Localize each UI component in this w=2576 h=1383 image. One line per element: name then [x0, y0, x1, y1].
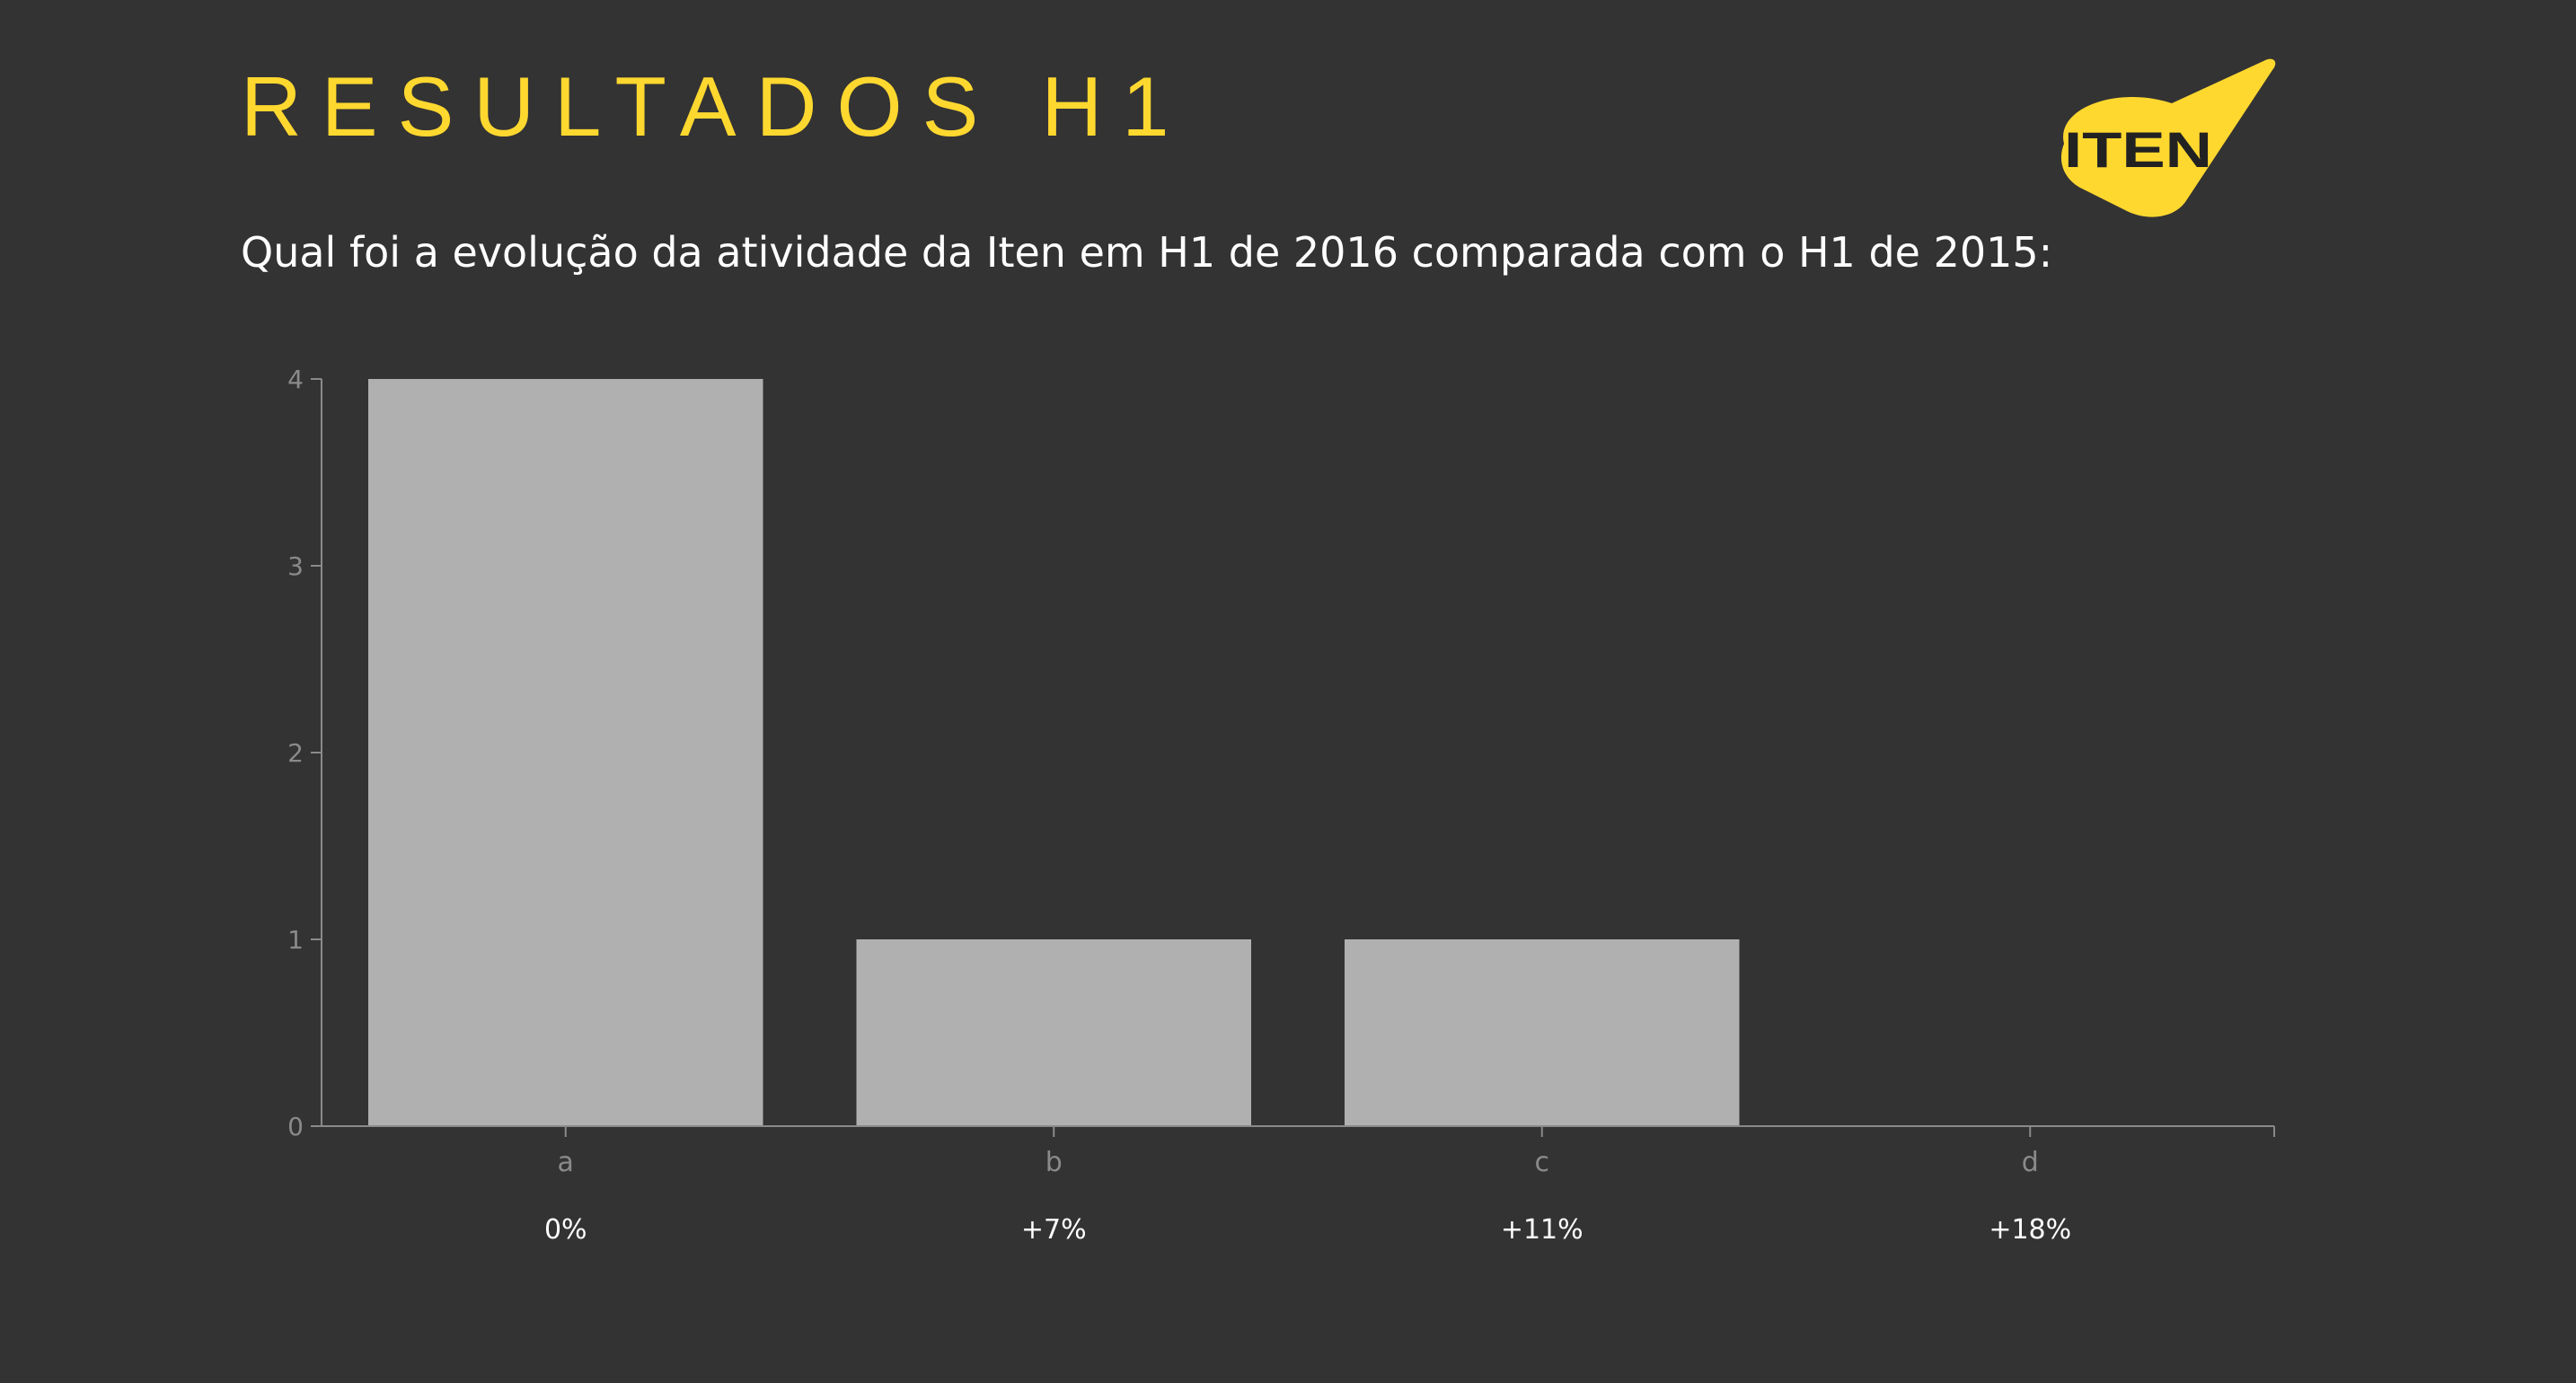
- question-text: Qual foi a evolução da atividade da Iten…: [241, 228, 2053, 277]
- x-tick-label-d: d: [2022, 1147, 2039, 1178]
- option-label-c: +11%: [1500, 1214, 1584, 1246]
- logo-text: ITEN: [2064, 121, 2212, 178]
- logo-shape: [2060, 58, 2276, 217]
- option-label-d: +18%: [1989, 1214, 2072, 1246]
- x-tick-label-c: c: [1535, 1147, 1550, 1178]
- y-tick-label-3: 3: [287, 551, 304, 581]
- page-title: RESULTADOS H1: [241, 59, 1189, 154]
- y-tick-label-1: 1: [287, 925, 304, 955]
- y-tick-label-4: 4: [287, 365, 304, 394]
- x-tick-label-a: a: [558, 1147, 574, 1178]
- bar-c: [1345, 939, 1740, 1126]
- y-tick-label-0: 0: [287, 1112, 304, 1141]
- option-label-a: 0%: [543, 1214, 587, 1246]
- iten-logo: ITEN: [2060, 58, 2276, 217]
- bar-a: [368, 379, 763, 1126]
- y-tick-label-2: 2: [287, 738, 304, 768]
- option-label-b: +7%: [1020, 1214, 1087, 1246]
- x-tick-label-b: b: [1045, 1147, 1063, 1178]
- bar-b: [856, 939, 1251, 1126]
